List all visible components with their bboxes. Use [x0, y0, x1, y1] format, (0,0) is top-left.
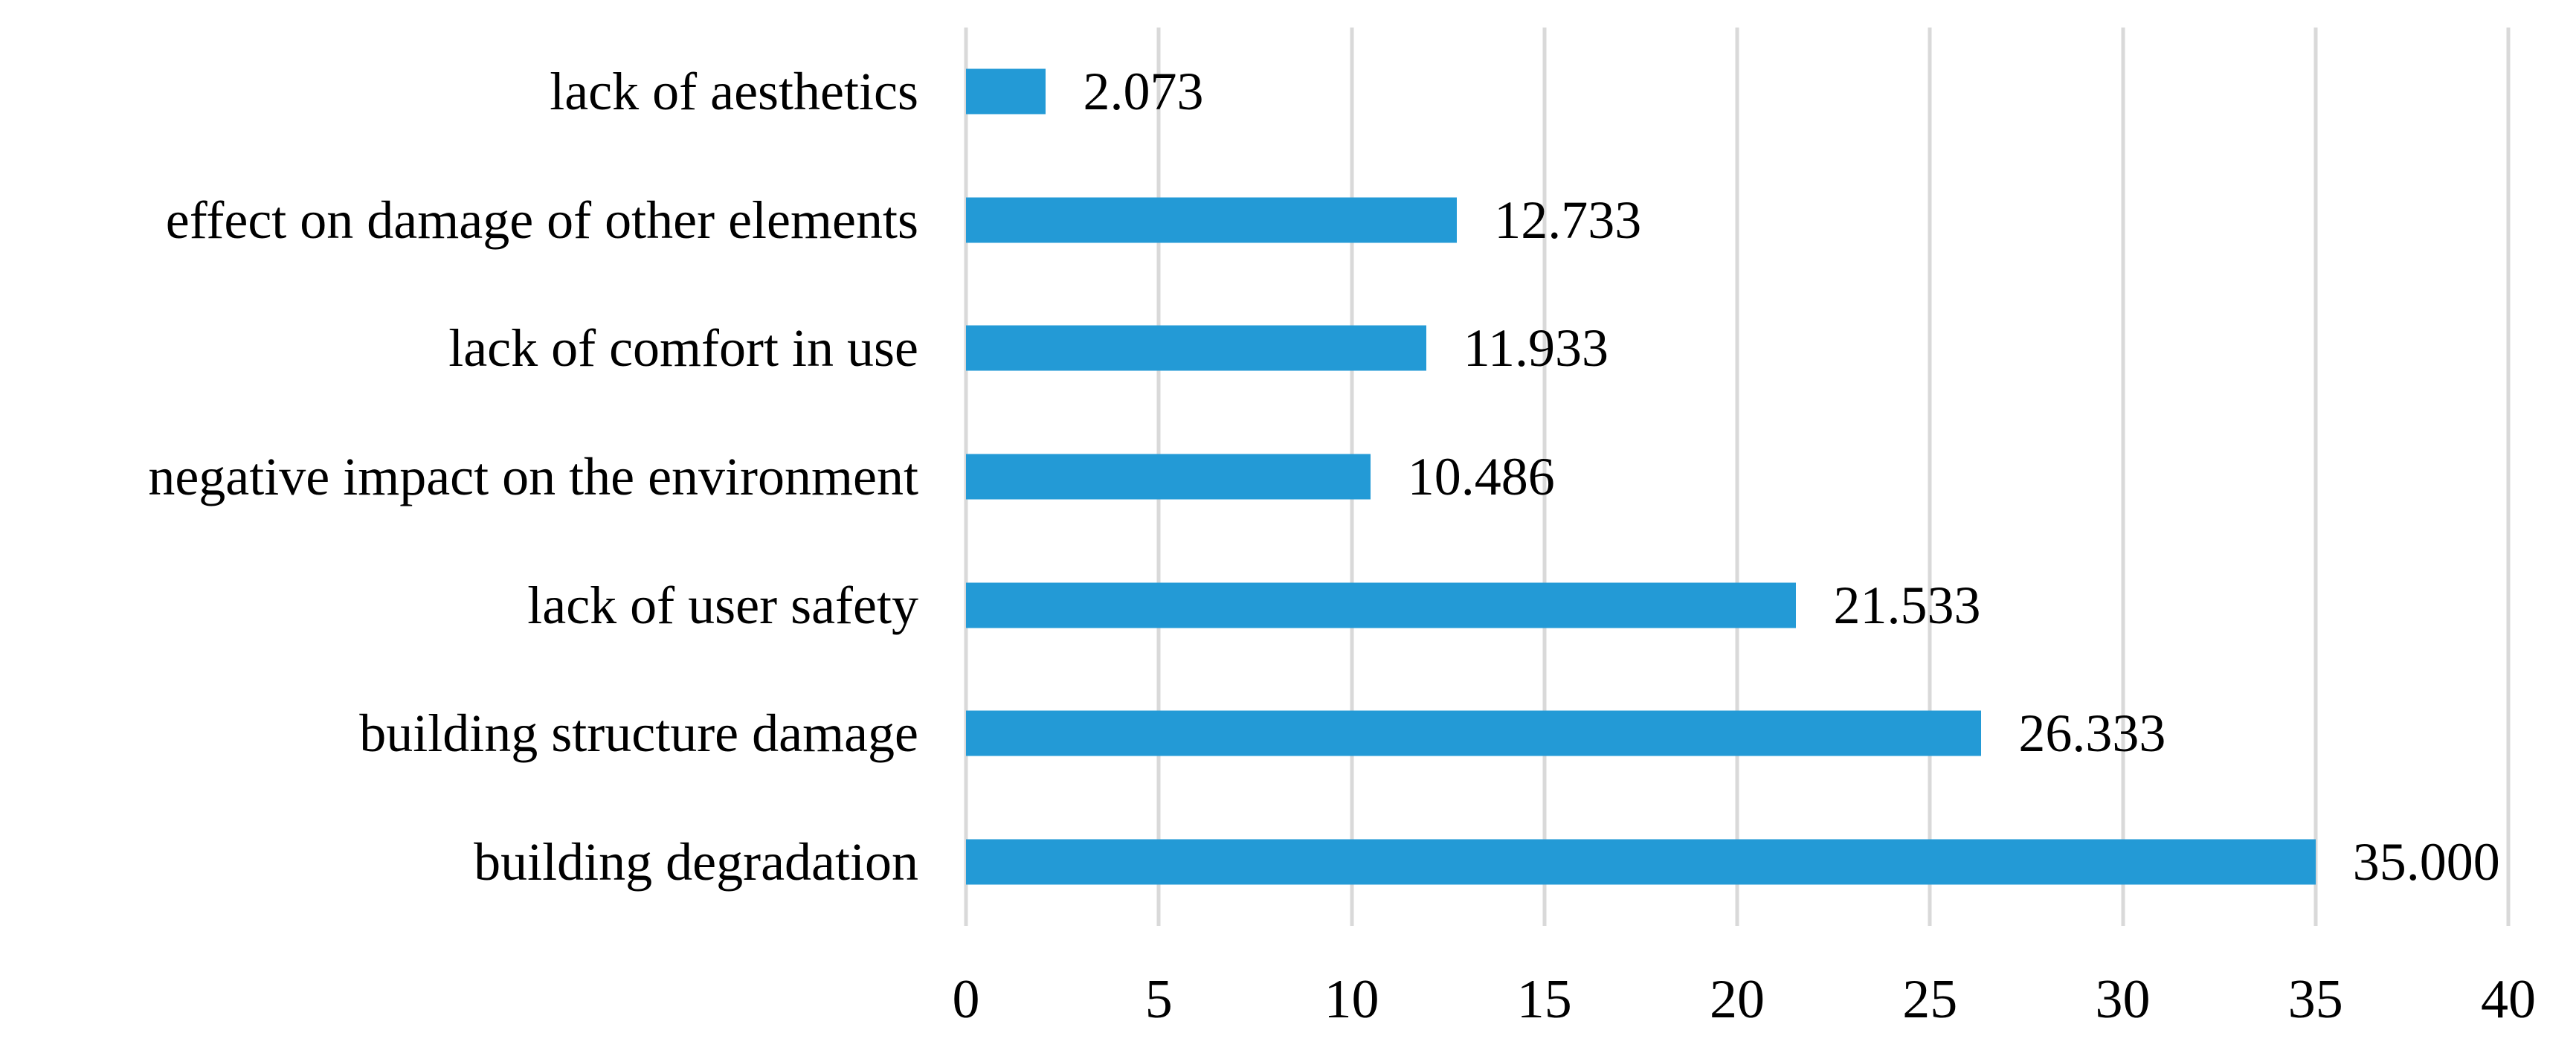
value-label: 21.533	[1833, 575, 1981, 635]
x-tick-label: 5	[1144, 969, 1173, 1030]
value-label: 10.486	[1407, 447, 1555, 507]
x-tick-label: 25	[1902, 969, 1958, 1030]
category-label: building structure damage	[359, 704, 918, 764]
category-label: lack of aesthetics	[550, 62, 918, 122]
chart-row: negative impact on the environment 10.486	[148, 413, 2508, 541]
chart-row: lack of aesthetics 2.073	[550, 28, 2508, 156]
category-label: lack of comfort in use	[448, 318, 918, 379]
x-tick-label: 20	[1710, 969, 1765, 1030]
chart-row: effect on damage of other elements 12.733	[166, 156, 2508, 285]
value-label: 26.333	[2018, 704, 2166, 764]
x-tick-label: 40	[2481, 969, 2536, 1030]
category-label: building degradation	[474, 831, 918, 892]
x-tick-label: 0	[952, 969, 980, 1030]
category-label: effect on damage of other elements	[165, 190, 918, 250]
gridline	[2121, 28, 2125, 926]
gridline	[1542, 28, 1547, 926]
gridline	[2313, 28, 2318, 926]
bar	[966, 68, 1046, 115]
bar-rows: lack of aesthetics 2.073 effect on damage …	[148, 28, 2508, 926]
x-tick-label: 10	[1324, 969, 1379, 1030]
chart-row: lack of user safety 21.533	[527, 541, 2508, 669]
x-tick-label: 15	[1516, 969, 1572, 1030]
plot-area: lack of aesthetics 2.073 effect on damage …	[148, 28, 2536, 1027]
bar	[966, 197, 1458, 243]
gridline	[1928, 28, 1932, 926]
category-label: lack of user safety	[527, 575, 918, 635]
value-label: 11.933	[1463, 318, 1609, 379]
category-label: negative impact on the environment	[148, 447, 918, 507]
x-tick-label: 35	[2287, 969, 2343, 1030]
bar	[966, 325, 1426, 371]
value-label: 12.733	[1494, 190, 1642, 250]
bar	[966, 454, 1371, 500]
gridline	[2506, 28, 2511, 926]
value-label: 35.000	[2352, 831, 2500, 892]
bar	[966, 582, 1797, 628]
bar	[966, 839, 2316, 885]
chart-row: building structure damage 26.333	[359, 669, 2508, 798]
bar	[966, 710, 1982, 756]
value-label: 2.073	[1083, 62, 1204, 122]
chart-row: lack of comfort in use 11.933	[448, 284, 2508, 413]
chart-row: building degradation 35.000	[474, 797, 2508, 926]
x-tick-label: 30	[2095, 969, 2151, 1030]
gridline	[1735, 28, 1739, 926]
